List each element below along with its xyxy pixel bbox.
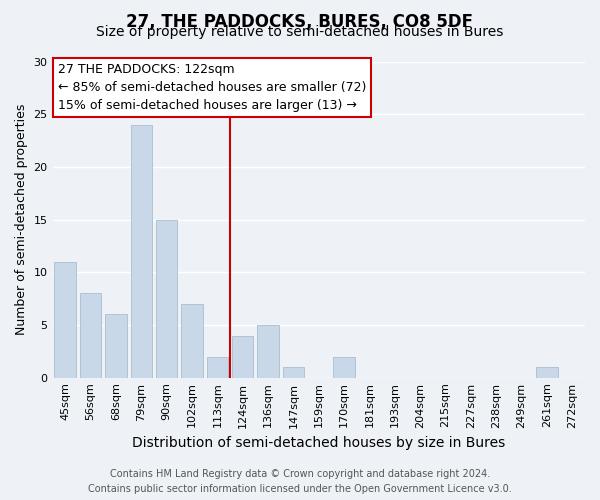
Bar xyxy=(232,336,253,378)
Text: Contains HM Land Registry data © Crown copyright and database right 2024.
Contai: Contains HM Land Registry data © Crown c… xyxy=(88,469,512,494)
X-axis label: Distribution of semi-detached houses by size in Bures: Distribution of semi-detached houses by … xyxy=(132,436,505,450)
Bar xyxy=(206,356,228,378)
Bar xyxy=(283,367,304,378)
Bar xyxy=(181,304,203,378)
Bar xyxy=(257,325,279,378)
Bar xyxy=(105,314,127,378)
Bar xyxy=(55,262,76,378)
Bar xyxy=(131,124,152,378)
Text: Size of property relative to semi-detached houses in Bures: Size of property relative to semi-detach… xyxy=(97,25,503,39)
Bar xyxy=(536,367,558,378)
Bar xyxy=(334,356,355,378)
Y-axis label: Number of semi-detached properties: Number of semi-detached properties xyxy=(15,104,28,336)
Bar xyxy=(80,294,101,378)
Text: 27, THE PADDOCKS, BURES, CO8 5DF: 27, THE PADDOCKS, BURES, CO8 5DF xyxy=(127,12,473,30)
Bar xyxy=(156,220,178,378)
Text: 27 THE PADDOCKS: 122sqm
← 85% of semi-detached houses are smaller (72)
15% of se: 27 THE PADDOCKS: 122sqm ← 85% of semi-de… xyxy=(58,63,366,112)
